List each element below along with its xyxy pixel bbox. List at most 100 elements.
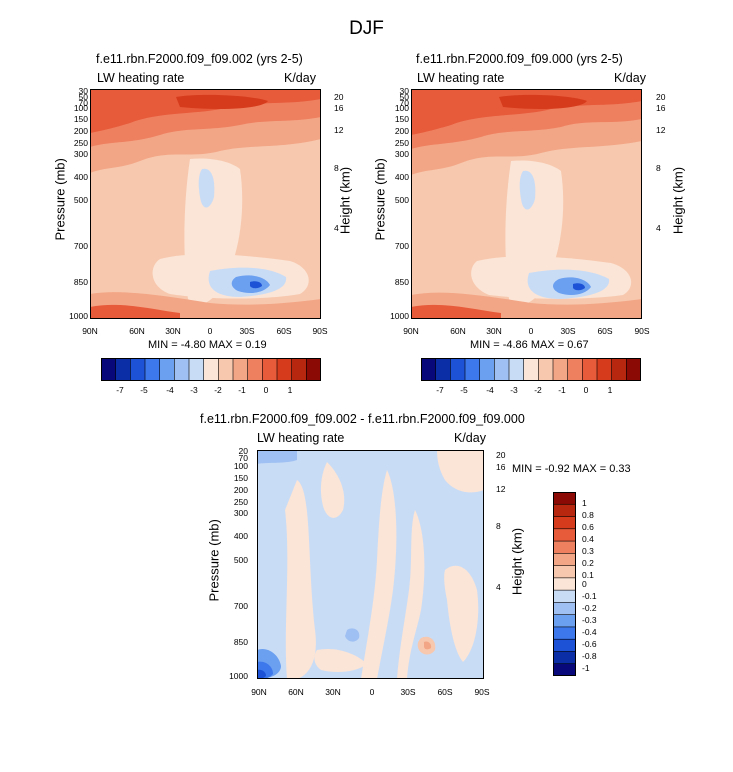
- colorbar-cell: [144, 358, 161, 381]
- panel2-colorbar-tick: 0: [583, 385, 589, 395]
- panel3-y-tick: 1000: [229, 671, 248, 681]
- colorbar-cell: [626, 358, 641, 381]
- panel3-colorbar-tick: 0.3: [582, 546, 594, 556]
- panel3-colorbar-tick: 0.6: [582, 522, 594, 532]
- panel1-colorbar-tick: -2: [214, 385, 222, 395]
- colorbar-cell: [291, 358, 308, 381]
- panel1-min-max: MIN = -4.80 MAX = 0.19: [148, 339, 267, 351]
- panel1-colorbar-tick: -1: [238, 385, 246, 395]
- panel1-colorbar: [101, 358, 321, 381]
- panel2-colorbar-tick: -1: [558, 385, 566, 395]
- panel1-y2-tick: 20: [334, 92, 344, 102]
- panel3-fill-cold-4: [345, 628, 360, 642]
- panel1-fill-low-core: [250, 281, 262, 289]
- panel1-colorbar-tick: -7: [116, 385, 124, 395]
- panel3-colorbar-tick: -0.2: [582, 603, 597, 613]
- panel3-variable-label: LW heating rate: [257, 431, 345, 445]
- panel3-y-tick: 700: [233, 601, 248, 611]
- panel3-fill-warm-1: [285, 480, 316, 679]
- panel1-x-tick: 90S: [312, 326, 328, 336]
- panel3-colorbar-tick: 1: [582, 498, 587, 508]
- panel3-y2-tick: 4: [496, 582, 501, 592]
- panel1-variable-label: LW heating rate: [97, 71, 185, 85]
- panel3-units-label: K/day: [454, 431, 486, 445]
- panel2-y-tick: 100: [394, 103, 409, 113]
- panel3-y-tick: 70: [238, 453, 248, 463]
- panel3-colorbar-tick: 0.8: [582, 510, 594, 520]
- panel2-y-tick: 150: [394, 114, 409, 124]
- panel2-y-tick: 700: [394, 241, 409, 251]
- colorbar-cell: [247, 358, 264, 381]
- panel3-fill-warm-4: [397, 510, 425, 679]
- panel3-y2-tick: 20: [496, 450, 506, 460]
- panel2-y-tick: 300: [394, 149, 409, 159]
- panel3-y-tick: 100: [233, 461, 248, 471]
- colorbar-cell: [508, 358, 525, 381]
- colorbar-cell: [553, 492, 576, 506]
- panel1-y-tick: 1000: [69, 311, 88, 321]
- panel1-colorbar-tick: -4: [166, 385, 174, 395]
- colorbar-cell: [115, 358, 132, 381]
- panel3-fill-warm-2: [320, 462, 345, 518]
- colorbar-cell: [538, 358, 554, 381]
- panel2-colorbar-tick: -2: [534, 385, 542, 395]
- panel3-fill-warm-5: [437, 450, 484, 493]
- panel1-y-tick: 400: [73, 172, 88, 182]
- panel1-x-tick: 60N: [129, 326, 145, 336]
- panel2-y-tick: 250: [394, 138, 409, 148]
- panel2-colorbar-tick: 1: [607, 385, 613, 395]
- panel1-colorbar-tick: 1: [287, 385, 293, 395]
- panel2-y2-tick: 12: [656, 125, 666, 135]
- panel3-y2-tick: 16: [496, 462, 506, 472]
- panel3-fill-cold-top: [257, 450, 297, 464]
- panel2-y2-tick: 20: [656, 92, 666, 102]
- panel3-y2-tick: 8: [496, 521, 501, 531]
- panel3-x-tick: 60N: [288, 687, 304, 697]
- panel1-units-label: K/day: [284, 71, 316, 85]
- panel2-colorbar-tick: -4: [486, 385, 494, 395]
- panel2-colorbar-tick: -5: [460, 385, 468, 395]
- panel2-x-tick: 60N: [450, 326, 466, 336]
- panel2-frame: [411, 89, 642, 319]
- panel3-y-tick: 400: [233, 531, 248, 541]
- panel1-fill-blob: [198, 168, 215, 208]
- panel3-y-tick: 850: [233, 637, 248, 647]
- panel1-y-tick: 50: [78, 92, 88, 102]
- panel2-colorbar-tick: -7: [436, 385, 444, 395]
- panel3-fill-warm-7: [314, 648, 367, 672]
- colorbar-cell: [188, 358, 205, 381]
- colorbar-cell: [218, 358, 234, 381]
- panel1-y-tick: 100: [73, 103, 88, 113]
- panel2-fill-surface2: [411, 304, 501, 319]
- colorbar-cell: [553, 528, 576, 542]
- panel2-colorbar: [421, 358, 641, 381]
- colorbar-cell: [553, 602, 576, 616]
- panel3-contour-plot: [257, 450, 484, 679]
- colorbar-cell: [582, 358, 598, 381]
- panel3-y2-axis-title: Height (km): [509, 527, 525, 596]
- panel3-x-tick: 0: [369, 687, 375, 697]
- panel2-y-tick: 1000: [390, 311, 409, 321]
- colorbar-cell: [101, 358, 117, 381]
- colorbar-cell: [159, 358, 176, 381]
- panel1-y2-axis-title: Height (km): [337, 166, 353, 235]
- panel2-x-tick: 90N: [403, 326, 419, 336]
- panel1-contour-plot: [90, 89, 321, 319]
- panel3-y-tick: 500: [233, 555, 248, 565]
- panel2-variable-label: LW heating rate: [417, 71, 505, 85]
- colorbar-cell: [306, 358, 321, 381]
- colorbar-cell: [276, 358, 293, 381]
- panel3-colorbar-tick: -0.4: [582, 627, 597, 637]
- panel1-y-tick: 70: [78, 98, 88, 108]
- panel2-y-tick: 70: [399, 98, 409, 108]
- panel3-y-tick: 20: [238, 446, 248, 456]
- panel2-title: f.e11.rbn.F2000.f09_f09.000 (yrs 2-5): [416, 52, 623, 66]
- panel1-frame: [90, 89, 321, 319]
- colorbar-cell: [553, 614, 576, 628]
- panel2-x-tick: 30N: [486, 326, 502, 336]
- panel3-min-max: MIN = -0.92 MAX = 0.33: [512, 463, 631, 475]
- panel3-colorbar-tick: -0.3: [582, 615, 597, 625]
- panel3-colorbar-tick: -0.1: [582, 591, 597, 601]
- panel1-colorbar-tick: -5: [140, 385, 148, 395]
- panel3-y-axis-title: Pressure (mb): [206, 519, 222, 602]
